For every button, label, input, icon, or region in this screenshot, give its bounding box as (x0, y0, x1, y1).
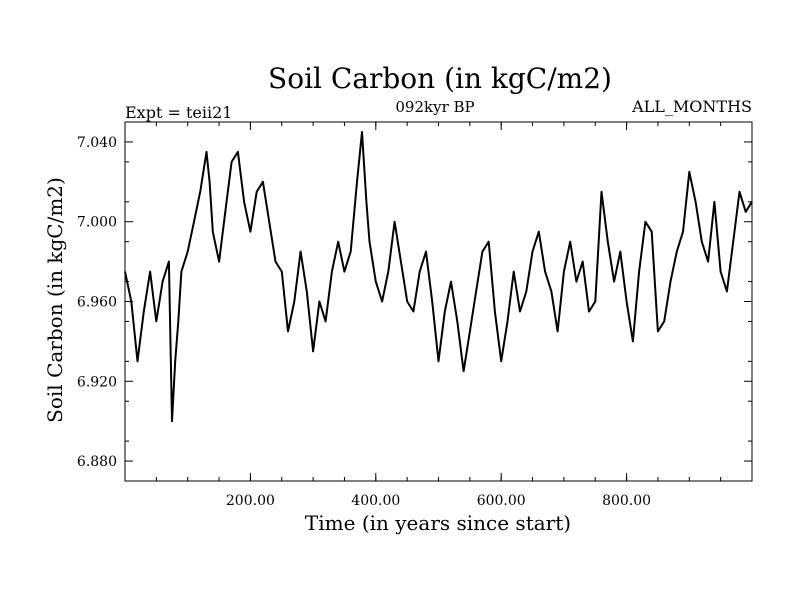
y-tick-label: 6.880 (77, 454, 117, 470)
y-tick-label: 7.040 (77, 135, 117, 151)
soil-carbon-series-line (124, 131, 753, 423)
y-tick-label: 6.920 (77, 374, 117, 390)
x-tick-label: 600.00 (477, 493, 526, 509)
y-tick-label: 7.000 (77, 215, 117, 231)
experiment-label: Expt = teii21 (125, 103, 232, 122)
y-tick-label: 6.960 (77, 295, 117, 311)
period-label: 092kyr BP (395, 98, 474, 116)
y-axis-label: Soil Carbon (in kgC/m2) (43, 177, 67, 423)
x-tick-label: 400.00 (351, 493, 400, 509)
x-axis-label: Time (in years since start) (305, 511, 571, 535)
chart-title: Soil Carbon (in kgC/m2) (268, 62, 612, 95)
plot-area: 6.880 6.920 6.960 7.000 7.040 200.00 400.00 600… (77, 121, 753, 509)
plot-frame (124, 121, 753, 482)
months-label: ALL_MONTHS (631, 97, 752, 116)
x-tick-label: 800.00 (602, 493, 651, 509)
x-tick-label: 200.00 (226, 493, 275, 509)
